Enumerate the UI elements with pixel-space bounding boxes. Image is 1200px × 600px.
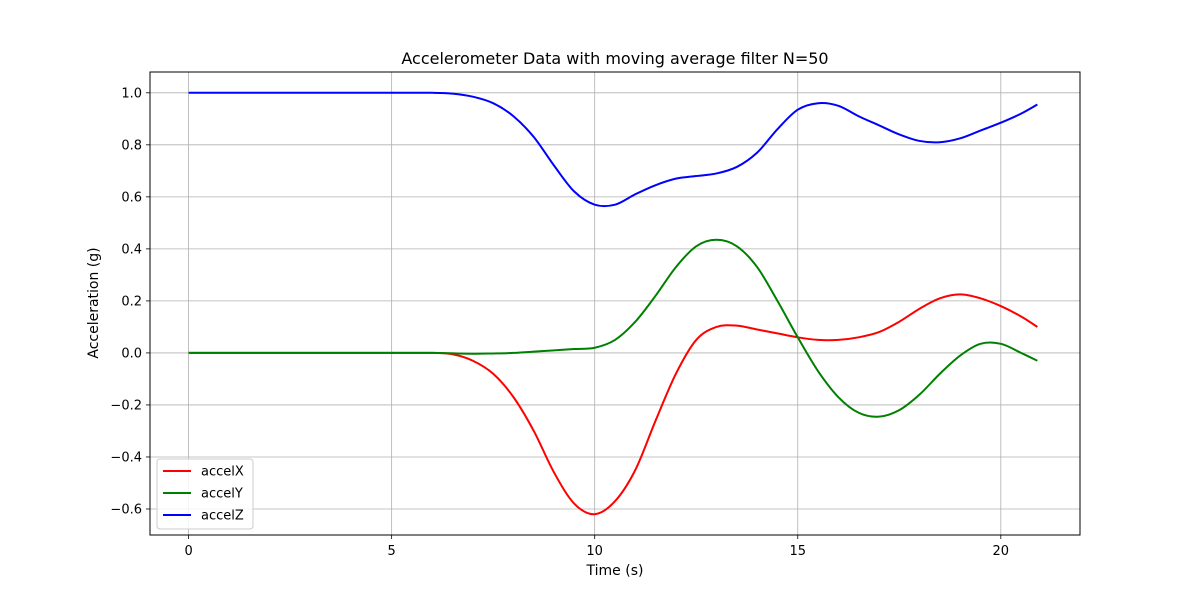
y-tick-label: 0.8 (121, 138, 142, 153)
x-tick-label: 0 (184, 544, 192, 559)
y-axis-ticks: −0.6 −0.4 −0.2 0.0 0.2 0.4 0.6 0.8 1.0 (110, 86, 150, 517)
plot-area (150, 72, 1080, 535)
y-tick-label: −0.6 (110, 502, 142, 517)
legend-label-accelX: accelX (201, 465, 244, 480)
legend-label-accelY: accelY (201, 487, 243, 502)
y-tick-label: −0.2 (110, 398, 142, 413)
legend-label-accelZ: accelZ (201, 509, 244, 524)
grid (150, 72, 1080, 535)
plot-frame (149, 71, 1081, 536)
y-tick-label: 0.0 (121, 346, 142, 361)
series-layer (188, 91, 1038, 516)
y-tick-label: 0.4 (121, 242, 142, 257)
legend: accelX accelY accelZ (156, 458, 254, 530)
y-tick-label: 1.0 (121, 86, 142, 101)
y-tick-label: 0.2 (121, 294, 142, 309)
x-axis-label: Time (s) (586, 563, 644, 579)
legend-box (156, 458, 254, 530)
series-line-accelX (188, 293, 1038, 516)
x-axis-ticks: 0 5 10 15 20 (184, 535, 1009, 559)
y-tick-label: 0.6 (121, 190, 142, 205)
x-tick-label: 5 (387, 544, 395, 559)
series-line-accelY (188, 238, 1038, 418)
x-tick-label: 15 (789, 544, 806, 559)
y-tick-label: −0.4 (110, 450, 142, 465)
chart-title: Accelerometer Data with moving average f… (401, 49, 828, 68)
x-tick-label: 10 (586, 544, 603, 559)
y-axis-label: Acceleration (g) (86, 247, 102, 358)
x-tick-label: 20 (993, 544, 1010, 559)
series-line-accelZ (188, 91, 1038, 208)
